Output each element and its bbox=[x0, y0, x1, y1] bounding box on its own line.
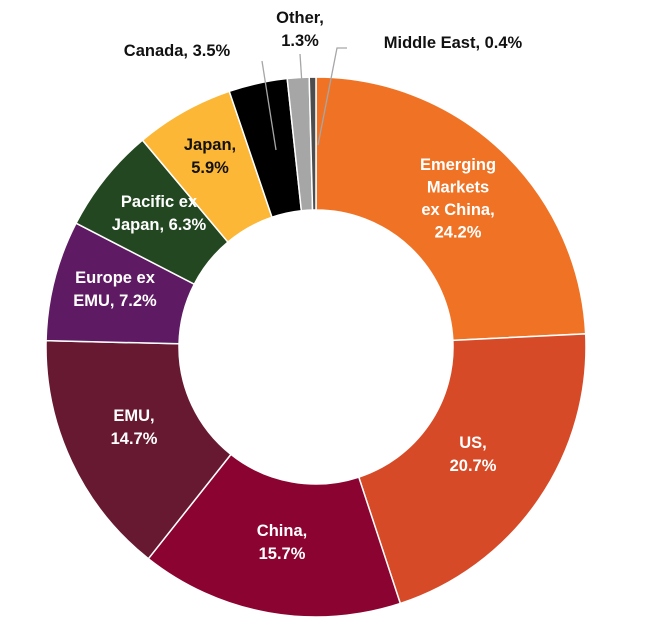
label-canada: Canada, 3.5% bbox=[124, 42, 231, 60]
label-line: 14.7% bbox=[111, 430, 158, 448]
label-us: US, 20.7% bbox=[450, 434, 497, 475]
label-line: 1.3% bbox=[281, 32, 319, 50]
label-emu: EMU, 14.7% bbox=[111, 407, 158, 448]
slice-emu bbox=[45, 339, 232, 560]
label-europe-ex-emu: Europe ex EMU, 7.2% bbox=[73, 269, 157, 310]
leader-line-middle-east bbox=[317, 47, 347, 146]
leader-line-other bbox=[299, 53, 307, 146]
label-line: Middle East, 0.4% bbox=[384, 34, 523, 52]
label-pacific-ex-japan: Pacific ex Japan, 6.3% bbox=[112, 193, 207, 234]
slice-us bbox=[357, 333, 587, 605]
label-china: China, 15.7% bbox=[257, 522, 307, 563]
label-japan: Japan, 5.9% bbox=[184, 136, 236, 177]
slice-emerging-markets-ex-china bbox=[315, 76, 587, 342]
label-line: 15.7% bbox=[259, 545, 306, 563]
label-line: Canada, 3.5% bbox=[124, 42, 231, 60]
slice-china bbox=[147, 453, 402, 618]
label-line: EMU, bbox=[113, 407, 154, 425]
label-line: Markets bbox=[427, 179, 489, 197]
label-line: 20.7% bbox=[450, 457, 497, 475]
label-line: ex China, bbox=[421, 201, 494, 219]
donut-slices bbox=[45, 76, 587, 618]
label-line: EMU, 7.2% bbox=[73, 292, 157, 310]
leader-line-canada bbox=[261, 60, 277, 151]
label-line: China, bbox=[257, 522, 307, 540]
leader-lines bbox=[261, 47, 347, 151]
label-line: 24.2% bbox=[435, 224, 482, 242]
label-line: 5.9% bbox=[191, 159, 229, 177]
slice-middle-east bbox=[308, 76, 317, 211]
label-line: Japan, 6.3% bbox=[112, 216, 207, 234]
label-other: Other, 1.3% bbox=[276, 9, 324, 50]
label-middle-east: Middle East, 0.4% bbox=[384, 34, 523, 52]
label-line: Pacific ex bbox=[121, 193, 198, 211]
slice-labels: Emerging Markets ex China, 24.2% US, 20.7% Chi… bbox=[73, 9, 522, 563]
label-line: Other, bbox=[276, 9, 324, 27]
label-line: US, bbox=[459, 434, 487, 452]
label-emerging-markets-ex-china: Emerging Markets ex China, 24.2% bbox=[420, 156, 496, 242]
label-line: Japan, bbox=[184, 136, 236, 154]
label-line: Emerging bbox=[420, 156, 496, 174]
label-line: Europe ex bbox=[75, 269, 156, 287]
